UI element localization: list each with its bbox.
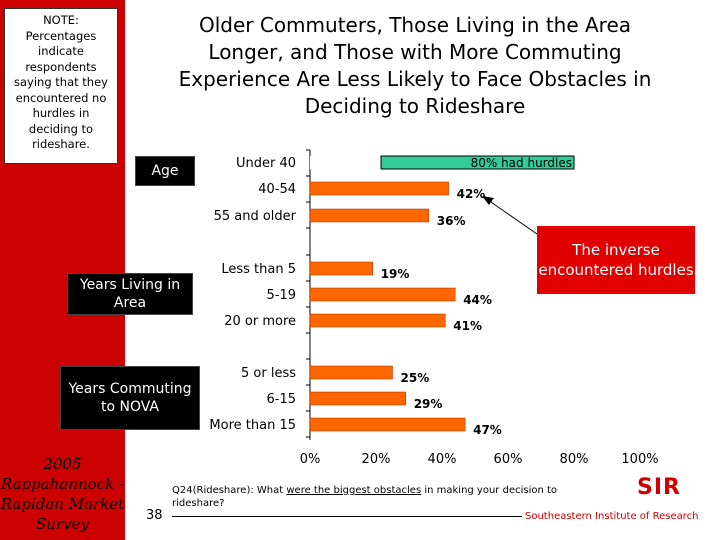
bar-under-40 [310, 156, 376, 169]
group-label-age: Age [135, 156, 195, 186]
bar [309, 391, 406, 406]
data-label: 19% [381, 267, 410, 281]
note-box: NOTE: Percentages indicate respondents s… [4, 8, 118, 164]
bar [309, 208, 430, 223]
bar [309, 313, 446, 328]
x-tick-label: 100% [621, 452, 658, 467]
x-tick-label: 60% [494, 452, 523, 467]
bar [309, 181, 449, 196]
bar [309, 287, 456, 302]
bar [309, 261, 373, 276]
x-tick-label: 40% [428, 452, 457, 467]
x-tick-label: 0% [300, 452, 321, 467]
annotation-label: 80% had hurdles [471, 156, 572, 170]
data-label: 29% [414, 397, 443, 411]
inverse-hurdles-callout: The inverse encountered hurdles [537, 226, 695, 294]
footnote-underlined: were the biggest obstacles [286, 485, 422, 496]
data-label: 25% [401, 371, 430, 385]
survey-title: 2005 Rappahannock - Rapidan Market Surve… [0, 455, 125, 533]
organization-name: Southeastern Institute of Research [525, 511, 699, 522]
data-label: 36% [437, 214, 466, 228]
question-footnote: Q24(Rideshare): What were the biggest ob… [172, 484, 592, 510]
data-label: 42% [457, 187, 486, 201]
footnote-prefix: Q24(Rideshare): What [172, 485, 287, 496]
category-label: Under 40 [236, 156, 296, 171]
category-label: More than 15 [209, 418, 296, 433]
category-label: 5 or less [241, 366, 296, 381]
bar [309, 365, 393, 380]
sidebar: NOTE: Percentages indicate respondents s… [0, 0, 125, 540]
data-label: 44% [463, 293, 492, 307]
category-label: 5-19 [266, 288, 296, 303]
page-number: 38 [146, 508, 163, 523]
x-tick-label: 20% [362, 452, 391, 467]
callout-arrow-line [487, 199, 538, 235]
category-label: 6-15 [266, 392, 296, 407]
footnote-rest: in making your decision to rideshare? [172, 485, 558, 509]
highlight-bar-under-40 [380, 155, 575, 170]
group-label-years-commuting: Years Commuting to NOVA [60, 366, 200, 430]
x-tick-label: 80% [560, 452, 589, 467]
category-label: 20 or more [224, 314, 296, 329]
callout-arrow-head [482, 196, 494, 205]
category-label: 55 and older [214, 209, 297, 224]
chart-title: Older Commuters, Those Living in the Are… [178, 13, 652, 118]
data-label: 41% [453, 319, 482, 333]
group-label-years-living: Years Living in Area [67, 273, 193, 315]
category-label: Less than 5 [221, 262, 296, 277]
footer-divider [172, 516, 522, 517]
bar [309, 417, 466, 432]
data-label: 47% [473, 423, 502, 437]
category-label: 40-54 [258, 182, 296, 197]
sir-logo: SIR [637, 475, 681, 500]
